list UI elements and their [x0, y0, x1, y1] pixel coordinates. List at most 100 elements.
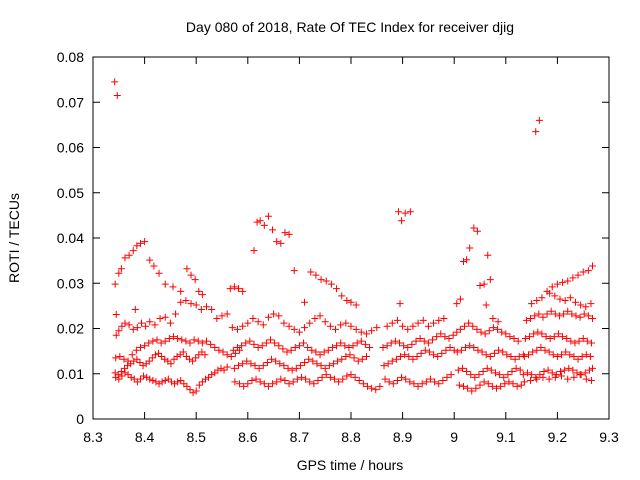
data-point [449, 331, 457, 339]
data-point [235, 362, 243, 370]
data-point [113, 91, 121, 99]
data-point [563, 334, 571, 342]
data-point [242, 339, 250, 347]
data-point [208, 371, 216, 379]
data-point [290, 267, 298, 275]
data-point [583, 337, 591, 345]
data-point [201, 375, 209, 383]
data-point [440, 315, 448, 323]
data-point [473, 325, 481, 333]
data-point [139, 362, 147, 370]
data-point [132, 346, 140, 354]
data-point [161, 280, 169, 288]
data-point [566, 294, 574, 302]
data-point [338, 292, 346, 300]
data-point [130, 357, 138, 365]
data-point [533, 346, 541, 354]
y-tick-label: 0 [76, 411, 84, 427]
data-point [419, 316, 427, 324]
data-point [191, 276, 199, 284]
data-point [177, 377, 185, 385]
data-point [538, 330, 546, 338]
data-point [195, 287, 203, 295]
data-point [501, 380, 509, 388]
data-point [463, 367, 471, 375]
data-point [307, 268, 315, 276]
data-point [277, 375, 285, 383]
data-point [203, 303, 211, 311]
data-point [167, 360, 175, 368]
data-point [486, 353, 494, 361]
data-point [414, 319, 422, 327]
data-point [357, 337, 365, 345]
data-point [326, 373, 334, 381]
data-point [571, 298, 579, 306]
data-point [588, 262, 596, 270]
data-point [584, 267, 592, 275]
data-point [456, 295, 464, 303]
data-point [489, 324, 497, 332]
data-point [304, 344, 312, 352]
data-point [343, 372, 351, 380]
data-point [429, 336, 437, 344]
data-point [579, 268, 587, 276]
data-point [406, 378, 414, 386]
data-point [393, 316, 401, 324]
data-point [476, 282, 484, 290]
data-point [466, 342, 474, 350]
x-tick-label: 9 [450, 429, 458, 445]
y-tick-label: 0.03 [57, 275, 84, 291]
data-point [203, 337, 211, 345]
data-point [259, 321, 267, 329]
data-point [396, 339, 404, 347]
data-point [285, 322, 293, 330]
data-point [133, 355, 141, 363]
data-point [491, 369, 499, 377]
data-point [397, 353, 405, 361]
data-point [464, 384, 472, 392]
data-point [347, 322, 355, 330]
data-point [542, 333, 550, 341]
data-point [320, 348, 328, 356]
data-point [420, 337, 428, 345]
data-point [186, 339, 194, 347]
data-point [136, 239, 144, 247]
data-point [306, 378, 314, 386]
data-point [118, 372, 126, 380]
data-point [384, 360, 392, 368]
data-point [494, 318, 502, 326]
x-tick-label: 8.8 [341, 429, 361, 445]
data-point [568, 310, 576, 318]
data-point [316, 312, 324, 320]
data-point [409, 355, 417, 363]
data-point [201, 351, 209, 359]
data-point [535, 310, 543, 318]
y-tick-label: 0.06 [57, 140, 84, 156]
data-point [187, 271, 195, 279]
data-point [190, 336, 198, 344]
data-point [342, 353, 350, 361]
data-point [523, 369, 531, 377]
data-point [576, 371, 584, 379]
data-point [353, 339, 361, 347]
data-point [587, 339, 595, 347]
data-point [405, 353, 413, 361]
data-point [254, 344, 262, 352]
data-point [153, 336, 161, 344]
data-point [476, 381, 484, 389]
data-point [254, 318, 262, 326]
data-point [296, 362, 304, 370]
data-point [538, 294, 546, 302]
data-point [260, 380, 268, 388]
data-point [179, 348, 187, 356]
data-point [576, 313, 584, 321]
data-point [561, 366, 569, 374]
chart-title: Day 080 of 2018, Rate Of TEC Index for r… [186, 19, 514, 35]
data-point [575, 337, 583, 345]
data-point [388, 357, 396, 365]
data-point [280, 319, 288, 327]
data-point [480, 280, 488, 288]
data-point [574, 355, 582, 363]
data-point [421, 346, 429, 354]
data-point [300, 339, 308, 347]
